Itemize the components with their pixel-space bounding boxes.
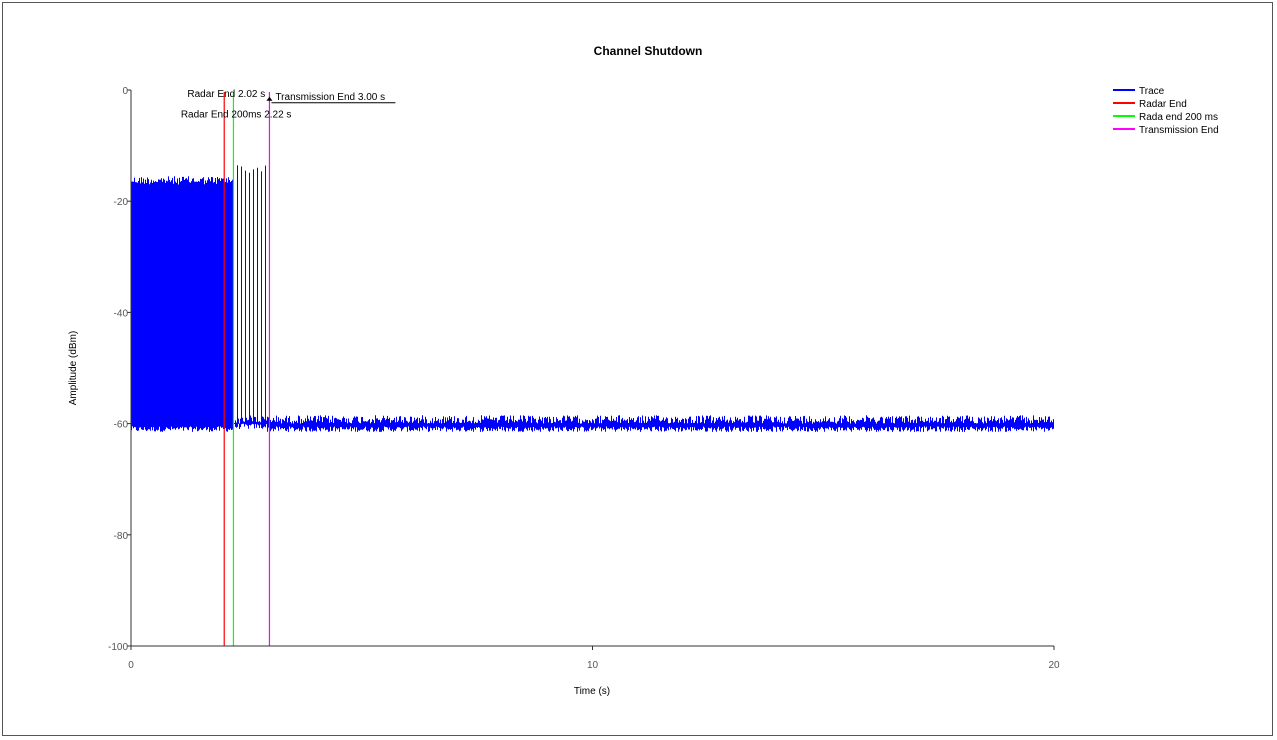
legend-label: Transmission End: [1139, 125, 1219, 136]
legend-label: Rada end 200 ms: [1139, 112, 1218, 123]
y-tick-label: -60: [114, 420, 129, 431]
x-axis-label: Time (s): [574, 686, 610, 697]
annotation-layer: Radar End 2.02 s Transmission End 3.00 s R…: [181, 89, 396, 120]
chart-title: Channel Shutdown: [594, 44, 703, 58]
legend-label: Trace: [1139, 86, 1165, 97]
y-tick-label: -20: [114, 197, 129, 208]
annotation-transmission-end: Transmission End 3.00 s: [275, 92, 385, 103]
x-tick-label: 10: [587, 660, 599, 671]
y-tick-label: -40: [114, 308, 129, 319]
x-tick-label: 0: [128, 660, 134, 671]
x-tick-label: 20: [1048, 660, 1060, 671]
y-tick-label: -80: [114, 531, 129, 542]
annotation-radar-end-200ms: Radar End 200ms 2.22 s: [181, 109, 292, 120]
annotation-radar-end: Radar End 2.02 s: [187, 89, 265, 100]
marker-layer: [223, 92, 271, 646]
y-axis-label: Amplitude (dBm): [68, 331, 79, 405]
tick-layer: 0 10 20 0 -20 -40 -60 -80 -100: [108, 86, 1060, 671]
y-tick-label: 0: [122, 86, 128, 97]
legend-label: Radar End: [1139, 99, 1187, 110]
annotation-pointer-icon: [266, 96, 273, 101]
y-tick-label: -100: [108, 642, 128, 653]
legend: Trace Radar End Rada end 200 ms Transmissio…: [1113, 86, 1219, 136]
